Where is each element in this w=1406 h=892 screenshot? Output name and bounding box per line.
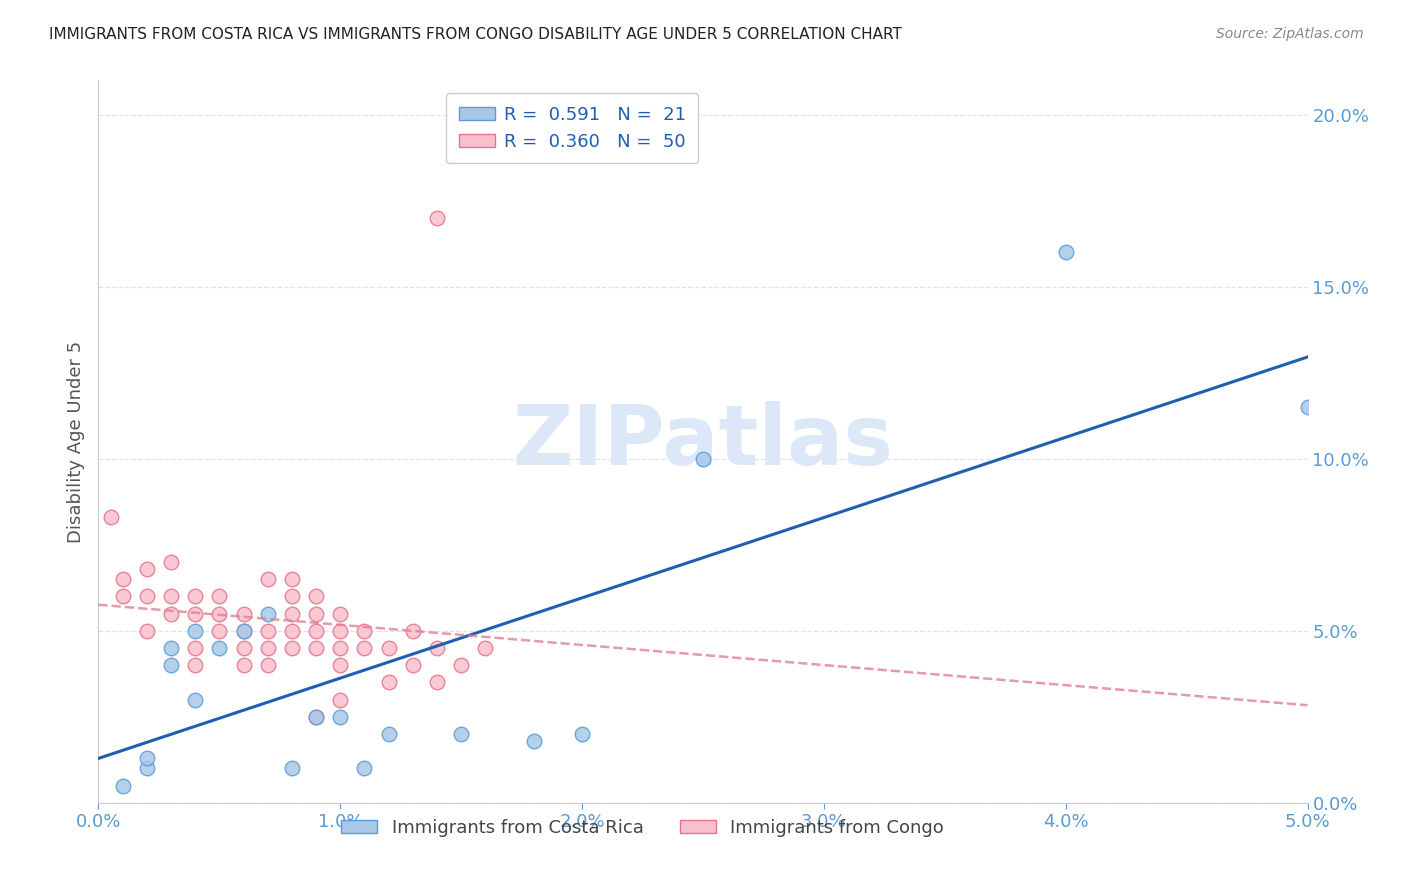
- Point: [377, 640, 399, 655]
- Point: [232, 640, 254, 655]
- Point: [208, 590, 231, 604]
- Text: IMMIGRANTS FROM COSTA RICA VS IMMIGRANTS FROM CONGO DISABILITY AGE UNDER 5 CORRE: IMMIGRANTS FROM COSTA RICA VS IMMIGRANTS…: [49, 27, 903, 42]
- Point: [256, 624, 278, 638]
- Point: [232, 658, 254, 673]
- Point: [402, 658, 425, 673]
- Point: [232, 624, 254, 638]
- Point: [135, 590, 157, 604]
- Point: [184, 607, 207, 621]
- Point: [256, 572, 278, 586]
- Legend: Immigrants from Costa Rica, Immigrants from Congo: Immigrants from Costa Rica, Immigrants f…: [333, 812, 952, 845]
- Point: [135, 751, 157, 765]
- Point: [426, 640, 449, 655]
- Point: [281, 590, 304, 604]
- Text: ZIPatlas: ZIPatlas: [513, 401, 893, 482]
- Point: [100, 510, 122, 524]
- Point: [353, 624, 375, 638]
- Y-axis label: Disability Age Under 5: Disability Age Under 5: [66, 341, 84, 542]
- Point: [329, 607, 352, 621]
- Point: [353, 761, 375, 775]
- Point: [281, 572, 304, 586]
- Point: [160, 590, 183, 604]
- Point: [305, 607, 328, 621]
- Point: [692, 451, 714, 466]
- Point: [353, 640, 375, 655]
- Point: [208, 640, 231, 655]
- Point: [281, 607, 304, 621]
- Point: [1054, 245, 1077, 260]
- Point: [377, 727, 399, 741]
- Text: Source: ZipAtlas.com: Source: ZipAtlas.com: [1216, 27, 1364, 41]
- Point: [305, 710, 328, 724]
- Point: [160, 658, 183, 673]
- Point: [329, 624, 352, 638]
- Point: [305, 640, 328, 655]
- Point: [305, 590, 328, 604]
- Point: [329, 658, 352, 673]
- Point: [426, 211, 449, 225]
- Point: [184, 590, 207, 604]
- Point: [111, 779, 134, 793]
- Point: [305, 624, 328, 638]
- Point: [1296, 400, 1319, 414]
- Point: [450, 658, 472, 673]
- Point: [160, 607, 183, 621]
- Point: [571, 727, 593, 741]
- Point: [208, 624, 231, 638]
- Point: [281, 640, 304, 655]
- Point: [281, 761, 304, 775]
- Point: [135, 562, 157, 576]
- Point: [184, 692, 207, 706]
- Point: [402, 624, 425, 638]
- Point: [232, 624, 254, 638]
- Point: [184, 640, 207, 655]
- Point: [377, 675, 399, 690]
- Point: [184, 624, 207, 638]
- Point: [256, 607, 278, 621]
- Point: [329, 640, 352, 655]
- Point: [256, 640, 278, 655]
- Point: [111, 572, 134, 586]
- Point: [256, 658, 278, 673]
- Point: [135, 761, 157, 775]
- Point: [450, 727, 472, 741]
- Point: [184, 658, 207, 673]
- Point: [281, 624, 304, 638]
- Point: [135, 624, 157, 638]
- Point: [232, 607, 254, 621]
- Point: [426, 675, 449, 690]
- Point: [160, 640, 183, 655]
- Point: [329, 710, 352, 724]
- Point: [208, 607, 231, 621]
- Point: [329, 692, 352, 706]
- Point: [523, 734, 546, 748]
- Point: [160, 555, 183, 569]
- Point: [111, 590, 134, 604]
- Point: [474, 640, 496, 655]
- Point: [305, 710, 328, 724]
